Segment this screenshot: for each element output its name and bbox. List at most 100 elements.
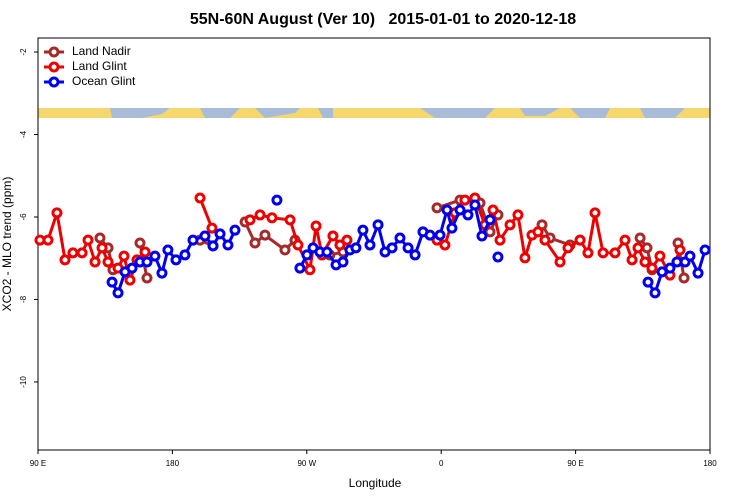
data-point bbox=[574, 234, 586, 246]
data-point bbox=[562, 242, 574, 254]
data-point bbox=[439, 239, 451, 251]
data-point bbox=[187, 234, 199, 246]
data-point bbox=[292, 239, 304, 251]
data-point bbox=[674, 244, 686, 256]
data-point bbox=[294, 262, 306, 274]
data-point bbox=[372, 219, 384, 231]
data-point bbox=[170, 254, 182, 266]
y-tick-label: -6 bbox=[19, 213, 28, 221]
data-point bbox=[626, 254, 638, 266]
data-point bbox=[141, 272, 153, 284]
data-point bbox=[357, 224, 369, 236]
x-tick-label: 180 bbox=[166, 459, 180, 468]
y-tick-label: -4 bbox=[19, 130, 28, 138]
data-point bbox=[179, 249, 191, 261]
x-tick-label: 90 W bbox=[297, 459, 316, 468]
data-point bbox=[684, 250, 696, 262]
data-point bbox=[646, 262, 658, 274]
data-point bbox=[310, 220, 322, 232]
data-point bbox=[156, 267, 168, 279]
y-tick-label: -10 bbox=[19, 376, 28, 388]
data-point bbox=[334, 239, 346, 251]
x-tick-label: 0 bbox=[439, 459, 444, 468]
data-point bbox=[249, 237, 261, 249]
data-point bbox=[431, 202, 443, 214]
data-point bbox=[194, 192, 206, 204]
series bbox=[106, 194, 711, 299]
data-point bbox=[597, 247, 609, 259]
data-point bbox=[301, 249, 313, 261]
data-point bbox=[337, 256, 349, 268]
data-point bbox=[641, 242, 653, 254]
data-point bbox=[649, 287, 661, 299]
data-point bbox=[67, 247, 79, 259]
data-point bbox=[244, 214, 256, 226]
data-point bbox=[254, 209, 266, 221]
data-point bbox=[454, 204, 466, 216]
data-point bbox=[519, 252, 531, 264]
data-point bbox=[341, 234, 353, 246]
data-point bbox=[609, 247, 621, 259]
data-point bbox=[124, 274, 136, 286]
x-tick-label: 90 E bbox=[30, 459, 46, 468]
data-point bbox=[126, 262, 138, 274]
legend-marker bbox=[48, 61, 60, 73]
legend-label: Land Nadir bbox=[72, 44, 131, 58]
data-point bbox=[446, 222, 458, 234]
data-point bbox=[89, 256, 101, 268]
x-axis-label: Longitude bbox=[349, 476, 402, 490]
data-point bbox=[589, 207, 601, 219]
data-point bbox=[51, 207, 63, 219]
data-point bbox=[692, 267, 704, 279]
data-point bbox=[619, 234, 631, 246]
data-point bbox=[409, 249, 421, 261]
data-point bbox=[94, 232, 106, 244]
data-point bbox=[199, 230, 211, 242]
data-point bbox=[632, 242, 644, 254]
data-point bbox=[476, 230, 488, 242]
data-point bbox=[207, 240, 219, 252]
data-point bbox=[484, 226, 496, 238]
data-point bbox=[639, 256, 651, 268]
data-point bbox=[532, 226, 544, 238]
data-point bbox=[402, 242, 414, 254]
data-point bbox=[634, 232, 646, 244]
data-point bbox=[582, 247, 594, 259]
series bbox=[34, 192, 686, 286]
data-point bbox=[271, 194, 283, 206]
data-point bbox=[539, 234, 551, 246]
data-point bbox=[266, 212, 278, 224]
data-point bbox=[327, 230, 339, 242]
legend-marker bbox=[48, 76, 60, 88]
data-point bbox=[141, 256, 153, 268]
data-point bbox=[82, 234, 94, 246]
x-tick-label: 180 bbox=[703, 459, 717, 468]
data-point bbox=[118, 250, 130, 262]
data-point bbox=[96, 242, 108, 254]
data-point bbox=[484, 214, 496, 226]
data-point bbox=[386, 242, 398, 254]
data-point bbox=[664, 262, 676, 274]
y-axis-label: XCO2 - MLO trend (ppm) bbox=[0, 177, 14, 312]
legend-marker bbox=[48, 46, 60, 58]
data-point bbox=[364, 239, 376, 251]
data-point bbox=[642, 276, 654, 288]
x-tick-label: 90 E bbox=[567, 459, 583, 468]
data-point bbox=[59, 254, 71, 266]
data-point bbox=[441, 204, 453, 216]
data-point bbox=[678, 272, 690, 284]
data-point bbox=[459, 194, 471, 206]
data-point bbox=[106, 276, 118, 288]
data-point bbox=[284, 214, 296, 226]
data-point bbox=[434, 229, 446, 241]
data-point bbox=[42, 234, 54, 246]
data-point bbox=[279, 244, 291, 256]
data-point bbox=[512, 209, 524, 221]
data-point bbox=[214, 228, 226, 240]
data-point bbox=[76, 247, 88, 259]
legend-label: Ocean Glint bbox=[72, 74, 136, 88]
y-tick-label: -8 bbox=[19, 295, 28, 303]
data-point bbox=[102, 256, 114, 268]
data-point bbox=[149, 250, 161, 262]
